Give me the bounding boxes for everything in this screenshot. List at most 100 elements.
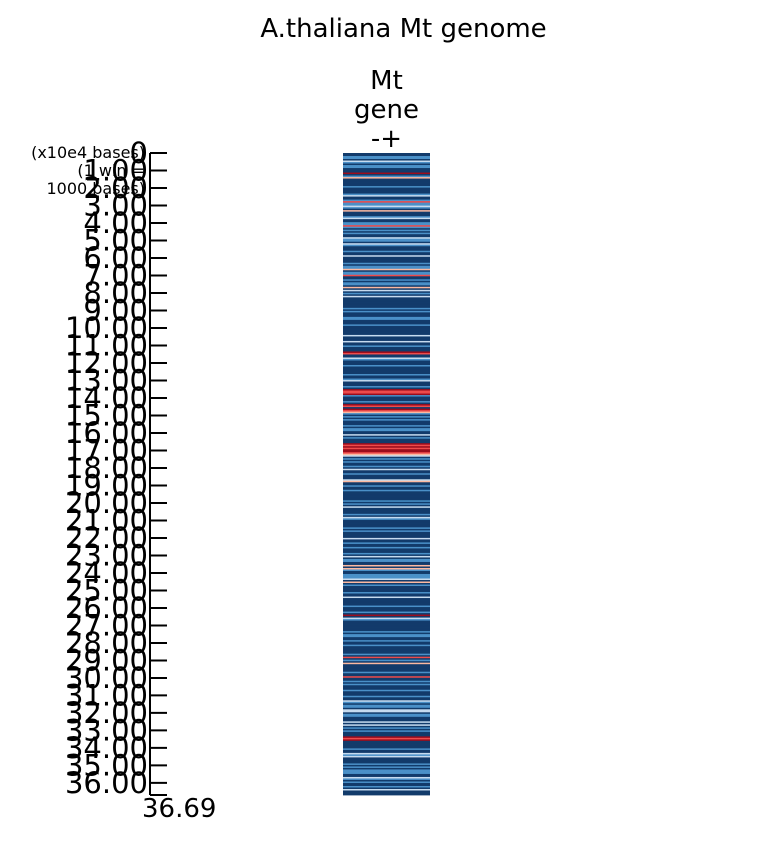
heatmap-window bbox=[343, 447, 430, 450]
heatmap-window bbox=[343, 244, 430, 247]
heatmap-window bbox=[343, 599, 430, 602]
heatmap-window bbox=[343, 486, 430, 489]
heatmap-window bbox=[343, 504, 430, 507]
axis-tick-label: 32.00 bbox=[65, 696, 148, 730]
heatmap-window bbox=[343, 608, 430, 611]
heatmap-window bbox=[343, 168, 430, 170]
heatmap-window bbox=[343, 754, 430, 757]
axis-tick-label: 11.00 bbox=[65, 328, 148, 362]
heatmap-window bbox=[343, 345, 430, 348]
heatmap-window bbox=[343, 631, 430, 634]
heatmap-window bbox=[343, 733, 430, 736]
heatmap-window bbox=[343, 470, 430, 473]
heatmap-window bbox=[343, 592, 430, 594]
heatmap-window bbox=[343, 219, 430, 222]
heatmap-window bbox=[343, 764, 430, 767]
heatmap-window bbox=[343, 515, 430, 518]
heatmap-window bbox=[343, 177, 430, 179]
heatmap-window bbox=[343, 361, 430, 364]
heatmap-window bbox=[343, 267, 430, 270]
axis-tick-label: 7.00 bbox=[83, 258, 148, 292]
heatmap-window bbox=[343, 413, 430, 416]
heatmap-window bbox=[343, 160, 430, 163]
heatmap-window bbox=[343, 509, 430, 512]
heatmap-window bbox=[343, 180, 430, 182]
heatmap-window bbox=[343, 223, 430, 226]
heatmap-window bbox=[343, 216, 430, 219]
heatmap-window bbox=[343, 589, 430, 591]
heatmap-window bbox=[343, 181, 430, 184]
heatmap-window bbox=[343, 279, 430, 282]
heatmap-window bbox=[343, 208, 430, 211]
heatmap-window bbox=[343, 261, 430, 264]
heatmap-window bbox=[343, 190, 430, 193]
heatmap-window bbox=[343, 324, 430, 327]
heatmap-window bbox=[343, 752, 430, 755]
heatmap-window bbox=[343, 187, 430, 190]
heatmap-window bbox=[343, 259, 430, 262]
heatmap-window bbox=[343, 664, 430, 667]
heatmap-window bbox=[343, 291, 430, 294]
axis-tick-label: 8.00 bbox=[83, 276, 148, 310]
heatmap-window bbox=[343, 417, 430, 420]
axis-tick-label: 34.00 bbox=[65, 731, 148, 765]
heatmap-window bbox=[343, 210, 430, 213]
heatmap-window bbox=[343, 703, 430, 706]
heatmap-window bbox=[343, 701, 430, 704]
heatmap-window bbox=[343, 393, 430, 396]
heatmap-window bbox=[343, 658, 430, 661]
heatmap-window bbox=[343, 507, 430, 510]
heatmap-window bbox=[343, 527, 430, 530]
heatmap-window bbox=[343, 199, 430, 202]
heatmap-window bbox=[343, 226, 430, 229]
gene-density-track bbox=[343, 153, 430, 796]
heatmap-window bbox=[343, 383, 430, 385]
heatmap-window bbox=[343, 471, 430, 474]
heatmap-window bbox=[343, 746, 430, 749]
heatmap-window bbox=[343, 384, 430, 387]
heatmap-window bbox=[343, 719, 430, 722]
heatmap-window bbox=[343, 234, 430, 237]
heatmap-window bbox=[343, 761, 430, 764]
heatmap-window bbox=[343, 488, 430, 491]
axis-unit-label-3: 1000 bases) bbox=[46, 179, 145, 198]
heatmap-window bbox=[343, 298, 430, 301]
heatmap-window bbox=[343, 616, 430, 618]
heatmap-window bbox=[343, 410, 430, 412]
heatmap-window bbox=[343, 652, 430, 655]
heatmap-window bbox=[343, 313, 430, 316]
heatmap-window bbox=[343, 327, 430, 330]
heatmap-window bbox=[343, 638, 430, 641]
heatmap-window bbox=[343, 793, 430, 796]
heatmap-window bbox=[343, 632, 430, 635]
heatmap-window bbox=[343, 662, 430, 665]
heatmap-window bbox=[343, 432, 430, 435]
heatmap-window bbox=[343, 249, 430, 252]
heatmap-window bbox=[343, 453, 430, 456]
heatmap-window bbox=[343, 300, 430, 303]
heatmap-window bbox=[343, 622, 430, 624]
heatmap-window bbox=[343, 613, 430, 615]
heatmap-window bbox=[343, 725, 430, 728]
heatmap-window bbox=[343, 688, 430, 691]
heatmap-window bbox=[343, 184, 430, 187]
heatmap-window bbox=[343, 274, 430, 277]
heatmap-window bbox=[343, 718, 430, 721]
heatmap-window bbox=[343, 728, 430, 731]
heatmap-window bbox=[343, 775, 430, 778]
heatmap-window bbox=[343, 680, 430, 683]
heatmap-window bbox=[343, 336, 430, 339]
heatmap-window bbox=[343, 396, 430, 399]
heatmap-window bbox=[343, 334, 430, 337]
axis-tick-label: 9.00 bbox=[83, 293, 148, 327]
heatmap-window bbox=[343, 241, 430, 244]
heatmap-window bbox=[343, 643, 430, 646]
axis-tick-label: 21.00 bbox=[65, 503, 148, 537]
heatmap-window bbox=[343, 371, 430, 373]
heatmap-window bbox=[343, 724, 430, 727]
heatmap-window bbox=[343, 237, 430, 240]
heatmap-window bbox=[343, 231, 430, 234]
heatmap-window bbox=[343, 325, 430, 328]
heatmap-window bbox=[343, 431, 430, 434]
heatmap-window bbox=[343, 201, 430, 204]
